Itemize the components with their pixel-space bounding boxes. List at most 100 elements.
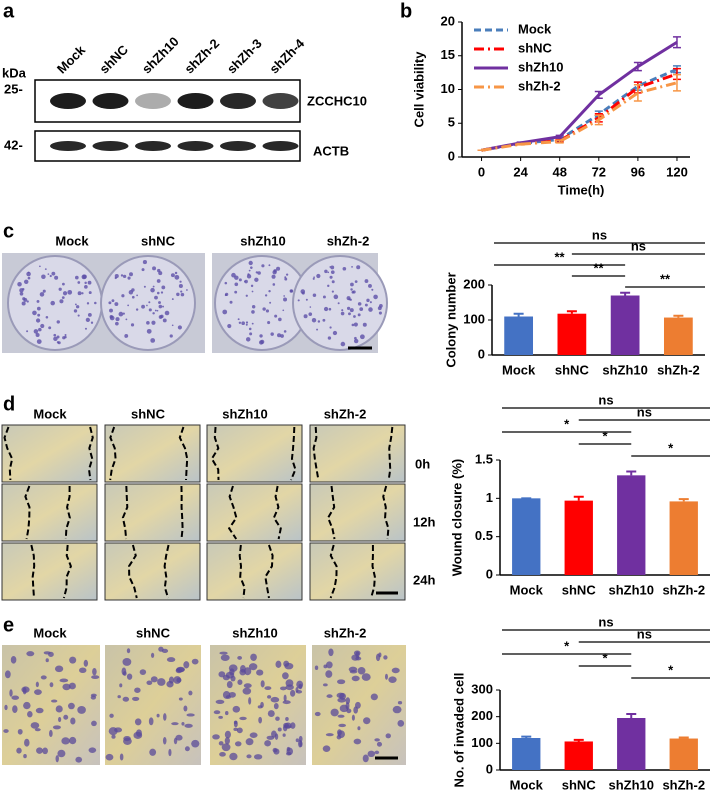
x-tick-label: shZh10 [608, 777, 654, 792]
cell [114, 727, 123, 733]
colony [85, 317, 90, 322]
colony [154, 309, 157, 312]
cell [264, 686, 272, 691]
colony [364, 303, 368, 307]
colony [327, 271, 330, 274]
cell [286, 746, 291, 752]
x-tick-label: shNC [562, 777, 597, 792]
wound-edge [30, 544, 36, 599]
bar [512, 498, 541, 575]
colony [337, 302, 340, 305]
panel-label: a [3, 0, 15, 22]
cell [119, 683, 123, 688]
colony [174, 274, 180, 280]
cell [298, 735, 303, 743]
significance-label: * [668, 440, 674, 455]
colony [64, 334, 67, 337]
colony [40, 323, 45, 329]
bar [617, 475, 646, 575]
cell [149, 748, 157, 756]
colony [234, 282, 239, 287]
cell [75, 756, 83, 763]
y-tick-label: 20 [441, 13, 455, 28]
cell [50, 699, 58, 703]
wound-edge [382, 485, 390, 540]
cell [134, 687, 141, 693]
cell [383, 655, 388, 660]
colony [269, 301, 272, 304]
error-bar [626, 470, 637, 476]
blot-band [92, 93, 129, 109]
colony [152, 266, 157, 271]
colony [341, 309, 344, 312]
significance-label: * [602, 428, 608, 443]
cell [357, 726, 361, 731]
colony [150, 287, 155, 293]
colony [283, 297, 288, 302]
cell [392, 705, 402, 714]
cell [397, 701, 403, 705]
cell [237, 655, 242, 660]
cell [264, 740, 272, 747]
cell [226, 680, 233, 689]
colony [74, 303, 77, 306]
cell [68, 682, 76, 690]
wound-edge [264, 544, 274, 599]
colony [313, 276, 315, 279]
colony [248, 260, 253, 266]
colony [88, 291, 92, 295]
significance-label: ** [555, 249, 566, 264]
colony [331, 290, 334, 293]
cell [191, 739, 200, 748]
colony [251, 305, 256, 309]
y-tick-label: 200 [471, 708, 493, 723]
panel-label: d [3, 393, 15, 415]
colony [316, 273, 321, 279]
colony [245, 321, 249, 324]
colony [41, 274, 46, 279]
bar [610, 295, 640, 355]
bar [669, 501, 698, 575]
colony [73, 309, 78, 313]
cell [374, 750, 380, 755]
wound-edge [24, 485, 31, 540]
cell [23, 754, 27, 759]
cell [233, 720, 238, 728]
colony [130, 323, 135, 327]
colony [249, 332, 253, 336]
cell [42, 747, 48, 755]
significance-label: ns [598, 392, 613, 407]
cell [166, 680, 174, 688]
error-bar [626, 713, 637, 718]
bar [617, 718, 646, 770]
colony [331, 280, 335, 284]
error-bar [513, 312, 524, 317]
cell [249, 732, 258, 738]
cell [27, 711, 33, 718]
cell [225, 711, 229, 716]
x-tick-label: 72 [592, 164, 606, 179]
dish [292, 255, 388, 351]
colony [241, 321, 245, 326]
colony [131, 295, 135, 299]
cell [285, 716, 289, 722]
blot-unit: kDa [2, 65, 27, 80]
cell [69, 656, 77, 664]
colony [115, 321, 119, 326]
colony [56, 335, 60, 339]
bar [663, 317, 693, 355]
colony [146, 304, 148, 307]
bar [557, 313, 587, 355]
y-axis-label: No. of invaded cell [451, 673, 466, 788]
colony [122, 274, 127, 279]
y-axis-label: Cell viability [411, 51, 426, 128]
x-tick-label: Mock [502, 362, 536, 377]
cell [225, 695, 232, 699]
blot-protein: ZCCHC10 [307, 93, 367, 108]
photo [206, 542, 303, 601]
cell [322, 745, 331, 752]
colony [297, 299, 300, 302]
colony [272, 283, 276, 286]
cell [139, 669, 147, 675]
lane-label: Mock [54, 42, 89, 77]
